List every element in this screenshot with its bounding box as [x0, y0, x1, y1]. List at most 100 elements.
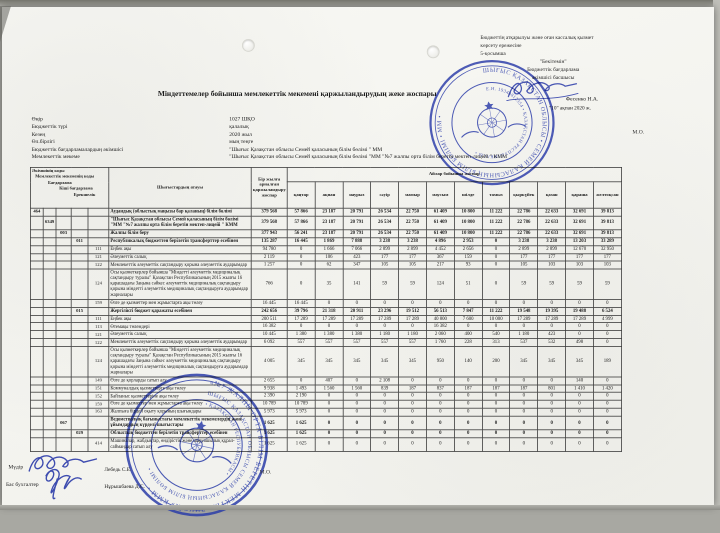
month-value-cell: 17 289 — [314, 314, 344, 324]
month-value-cell: 0 — [286, 376, 316, 386]
code-cell — [42, 268, 57, 300]
stair-label: Әкімшінің коды — [32, 168, 65, 174]
month-value-cell: 23 187 — [314, 207, 344, 217]
code-cell: 121 — [87, 253, 110, 262]
month-value-cell: 557 — [342, 338, 372, 348]
month-value-cell: 33 289 — [593, 237, 622, 246]
code-cell — [70, 392, 89, 401]
code-cell — [29, 392, 44, 401]
meta-row: Өңір 1027 ШҚО — [32, 117, 255, 125]
month-value-cell: 557 — [286, 338, 316, 348]
month-header: сәуір — [370, 181, 399, 209]
month-value-cell: 0 — [509, 408, 539, 417]
code-cell: 6349 — [42, 215, 57, 230]
annual-plan-header: Бір жылға арналған қаржыландыру жоспар — [250, 167, 288, 209]
annual-value-cell: 1 257 — [250, 260, 288, 270]
month-value-cell: 423 — [537, 330, 566, 340]
month-value-cell: 0 — [481, 322, 511, 332]
month-value-cell: 93 — [453, 260, 483, 270]
month-header: ақпан — [314, 181, 344, 209]
month-header: қыркүйек — [509, 181, 539, 209]
expense-name-cell: Еңбек ақы — [108, 245, 252, 254]
table-row: 122 Мемлекеттік әлеуметтік сақтандыру қор… — [29, 338, 622, 348]
month-value-cell: 11 222 — [481, 229, 511, 238]
appendix-line: Бюджеттің атқарылуы және оған кассалық қ… — [480, 35, 594, 41]
month-value-cell: 0 — [426, 408, 455, 417]
annual-value-cell: 2 119 — [250, 253, 288, 262]
annual-value-cell: 2 655 — [250, 376, 288, 386]
month-value-cell: 0 — [481, 268, 511, 300]
month-value-cell: 105 — [370, 260, 399, 270]
accountant-signature — [45, 468, 82, 500]
annual-value-cell: 1 625 — [250, 437, 288, 452]
month-value-cell: 0 — [481, 245, 511, 254]
month-value-cell: 187 — [398, 384, 427, 393]
month-value-cell: 217 — [426, 260, 455, 270]
month-value-cell: 0 — [481, 408, 511, 417]
month-value-cell: 0 — [314, 437, 344, 452]
annual-value-cell: 1 625 — [250, 416, 288, 431]
month-value-cell: 1 760 — [426, 338, 455, 348]
appendix-line: көрсету ережесіне — [480, 42, 522, 49]
expense-name-cell: "Шығыс Қазақстан облысы Семей қаласының … — [108, 215, 252, 230]
month-value-cell: 17 289 — [286, 314, 316, 324]
meta-label: Кезең — [31, 131, 46, 138]
month-value-cell: 0 — [481, 429, 511, 439]
month-header: желтоқсан — [593, 181, 622, 209]
month-value-cell: 0 — [593, 400, 622, 409]
month-value-cell: 367 — [426, 253, 455, 262]
code-cell — [55, 322, 72, 332]
month-value-cell: 0 — [537, 429, 566, 439]
stair-label: Ерекшелік — [73, 192, 96, 198]
month-value-cell: 1 420 — [593, 384, 622, 393]
month-value-cell: 0 — [370, 437, 399, 452]
month-value-cell: 17 289 — [398, 314, 427, 324]
month-value-cell: 2 899 — [370, 245, 399, 254]
accountant-name: Нұрышбаева Д.С. — [104, 483, 145, 490]
code-cell — [29, 338, 44, 348]
month-value-cell: 540 — [481, 330, 511, 340]
code-cell — [70, 268, 89, 300]
month-value-cell: 0 — [593, 429, 622, 439]
month-value-cell: 39 813 — [593, 229, 622, 238]
month-value-cell: 313 — [481, 338, 511, 348]
expense-name-cell: Мемлекеттік әлеуметтік сақтандыру қорына… — [108, 260, 252, 270]
scan-corner-artifact — [0, 6, 11, 42]
month-value-cell: 177 — [565, 253, 594, 262]
code-cell — [42, 338, 57, 348]
month-value-cell: 0 — [453, 400, 483, 409]
month-value-cell: 1 180 — [509, 330, 539, 340]
code-cell — [55, 298, 72, 308]
code-cell — [42, 437, 57, 452]
scan-top-edge — [0, 0, 720, 7]
month-value-cell: 59 — [537, 268, 566, 300]
table-row: 111 Еңбек ақы 200 511 17 289 17 289 17 289 17 … — [29, 314, 622, 324]
month-value-cell: 0 — [398, 376, 427, 386]
month-value-cell: 423 — [342, 253, 372, 262]
month-value-cell: 57 866 — [286, 215, 316, 230]
month-value-cell: 26 534 — [370, 207, 399, 217]
month-value-cell: 0 — [370, 429, 399, 439]
month-value-cell: 32 691 — [565, 229, 594, 238]
month-value-cell: 0 — [286, 253, 316, 262]
stair-label: Бағдарлама — [48, 180, 72, 186]
month-value-cell: 0 — [370, 416, 399, 431]
expense-name-cell: Мемлекеттік әлеуметтік сақтандыру қорына… — [108, 338, 252, 348]
month-value-cell: 1 869 — [314, 237, 344, 246]
meta-value: 2020 жыл — [229, 131, 252, 138]
code-cell — [70, 253, 89, 262]
table-row: 159 Өзге де қызметтер мен жұмыстарға ақы … — [29, 298, 622, 308]
table-row: 029 Облыстық бюджеттен берілетін трансфер… — [29, 429, 622, 439]
month-value-cell: 537 — [509, 338, 539, 348]
annual-value-cell: 16 445 — [250, 298, 288, 308]
month-value-cell: 0 — [286, 268, 316, 300]
month-value-cell: 2 899 — [509, 245, 539, 254]
month-value-cell: 1 380 — [342, 330, 372, 340]
annual-value-cell: 5 973 — [250, 408, 288, 417]
table-row: 003 Жалпы білім беру 377 943 56 241 23 187 20… — [29, 229, 622, 238]
month-value-cell: 26 534 — [370, 229, 399, 238]
code-cell — [42, 237, 57, 246]
month-value-cell: 22 633 — [537, 215, 566, 230]
month-value-cell: 1 625 — [286, 437, 316, 452]
month-value-cell: 32 691 — [565, 215, 594, 230]
